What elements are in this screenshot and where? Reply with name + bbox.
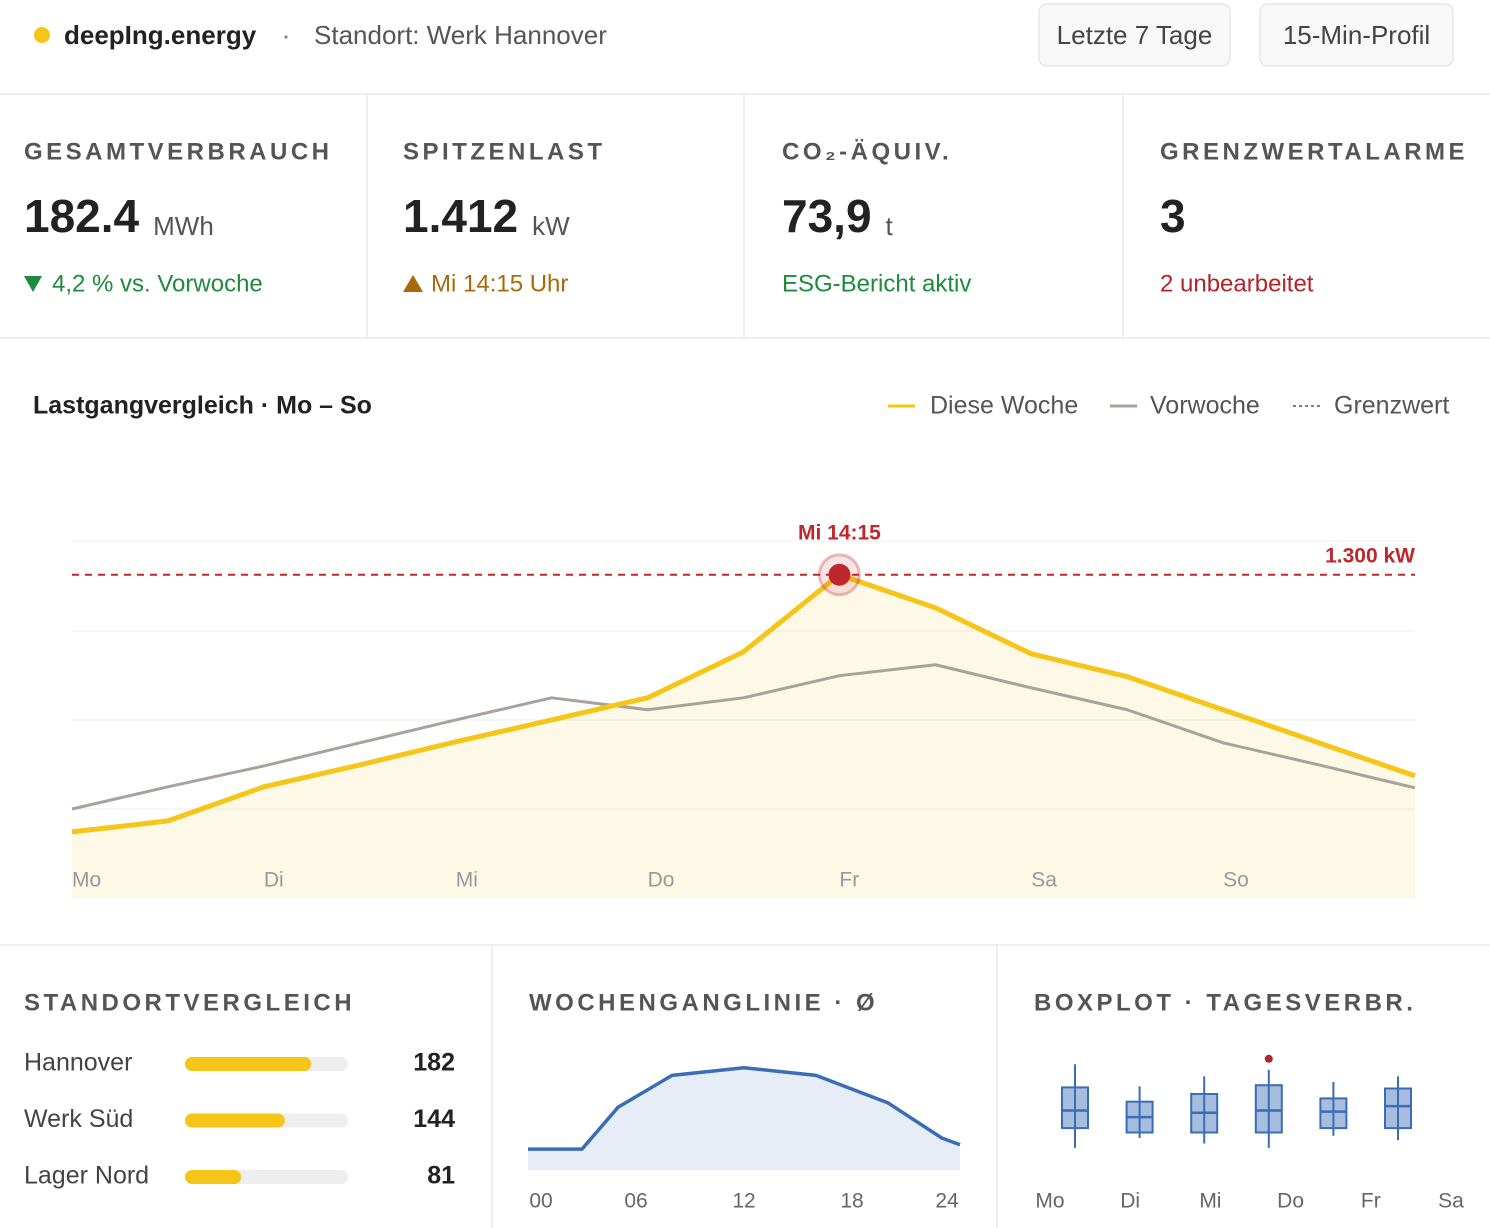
button-label: Letzte 7 Tage xyxy=(1057,20,1213,50)
legend-label: Diese Woche xyxy=(930,392,1078,420)
x-tick-label: Sa xyxy=(1031,869,1057,892)
x-tick-label: Do xyxy=(1277,1190,1304,1213)
value-label: 182 xyxy=(413,1049,455,1077)
brand-dot xyxy=(34,27,50,43)
trend-icon xyxy=(24,276,42,292)
panel-title: WOCHENGANGLINIE · Ø xyxy=(529,989,878,1016)
value-label: 144 xyxy=(413,1105,455,1133)
series-line xyxy=(71,663,1416,811)
kpi-unit: kW xyxy=(532,211,570,241)
box xyxy=(1254,1084,1283,1134)
area xyxy=(72,574,1415,898)
trend-icon xyxy=(403,275,423,292)
category-label: Lager Nord xyxy=(24,1162,149,1190)
kpi-unit: MWh xyxy=(153,211,214,241)
kpi-value: 3 xyxy=(1160,190,1186,242)
x-tick-label: Di xyxy=(1120,1190,1140,1213)
box xyxy=(1384,1087,1412,1130)
x-tick-label: 18 xyxy=(840,1190,863,1213)
x-tick-label: Do xyxy=(648,869,675,892)
x-tick-label: Mi xyxy=(1199,1190,1221,1213)
x-tick-label: 06 xyxy=(624,1190,647,1213)
kpi-label: SPITZENLAST xyxy=(403,138,606,165)
x-tick-label: 00 xyxy=(529,1190,552,1213)
bar xyxy=(185,1170,242,1184)
kpi-value: 182.4 xyxy=(24,190,140,242)
box xyxy=(1061,1086,1089,1130)
kpi-delta: 2 unbearbeitet xyxy=(1160,270,1314,297)
series-line xyxy=(71,572,1416,835)
value-label: 81 xyxy=(427,1162,455,1190)
profile-button[interactable]: 15-Min-Profil xyxy=(1259,3,1454,67)
box xyxy=(1319,1097,1348,1130)
button-bg xyxy=(1038,3,1231,67)
x-tick-label: Fr xyxy=(839,869,859,892)
range-button[interactable]: Letzte 7 Tage xyxy=(1038,3,1231,67)
line xyxy=(528,1065,961,1151)
category-label: Werk Süd xyxy=(24,1105,133,1133)
legend-label: Vorwoche xyxy=(1150,392,1260,420)
chart-title: Lastgangvergleich · Mo – So xyxy=(33,392,372,420)
x-tick-label: Mo xyxy=(1035,1190,1064,1213)
kpi-label: CO₂-ÄQUIV. xyxy=(782,138,952,165)
kpi-unit: t xyxy=(886,211,894,241)
location: Standort: Werk Hannover xyxy=(314,20,607,50)
panel-title: STANDORTVERGLEICH xyxy=(24,989,355,1016)
bar xyxy=(185,1057,312,1071)
separator xyxy=(284,35,288,39)
outlier xyxy=(1264,1054,1273,1063)
x-tick-label: So xyxy=(1223,869,1249,892)
area xyxy=(528,1067,960,1170)
legend-label: Grenzwert xyxy=(1334,392,1449,420)
kpi-delta: 4,2 % vs. Vorwoche xyxy=(52,270,263,297)
brand: deepIng.energy xyxy=(64,20,257,50)
x-tick-label: 12 xyxy=(732,1190,755,1213)
x-tick-label: 24 xyxy=(935,1190,959,1213)
x-tick-label: Fr xyxy=(1361,1190,1381,1213)
kpi-value: 1.412 xyxy=(403,190,518,242)
button-label: 15-Min-Profil xyxy=(1283,20,1430,50)
panel-title: BOXPLOT · TAGESVERBR. xyxy=(1034,989,1416,1016)
x-tick-label: Mo xyxy=(72,869,101,892)
button-bg xyxy=(1259,3,1454,67)
kpi-label: GESAMTVERBRAUCH xyxy=(24,138,333,165)
x-tick-label: Mi xyxy=(456,869,478,892)
category-label: Hannover xyxy=(24,1049,132,1077)
peak-point xyxy=(828,563,851,586)
kpi-delta: Mi 14:15 Uhr xyxy=(431,270,568,297)
kpi-value: 73,9 xyxy=(782,190,872,242)
kpi-label: GRENZWERTALARME xyxy=(1160,138,1468,165)
bar xyxy=(185,1113,285,1128)
peak-label: Mi 14:15 xyxy=(798,521,881,544)
kpi-delta: ESG-Bericht aktiv xyxy=(782,270,971,297)
x-tick-label: Sa xyxy=(1438,1190,1464,1213)
threshold-label: 1.300 kW xyxy=(1325,544,1415,567)
grid xyxy=(72,540,1415,810)
x-tick-label: Di xyxy=(264,869,284,892)
